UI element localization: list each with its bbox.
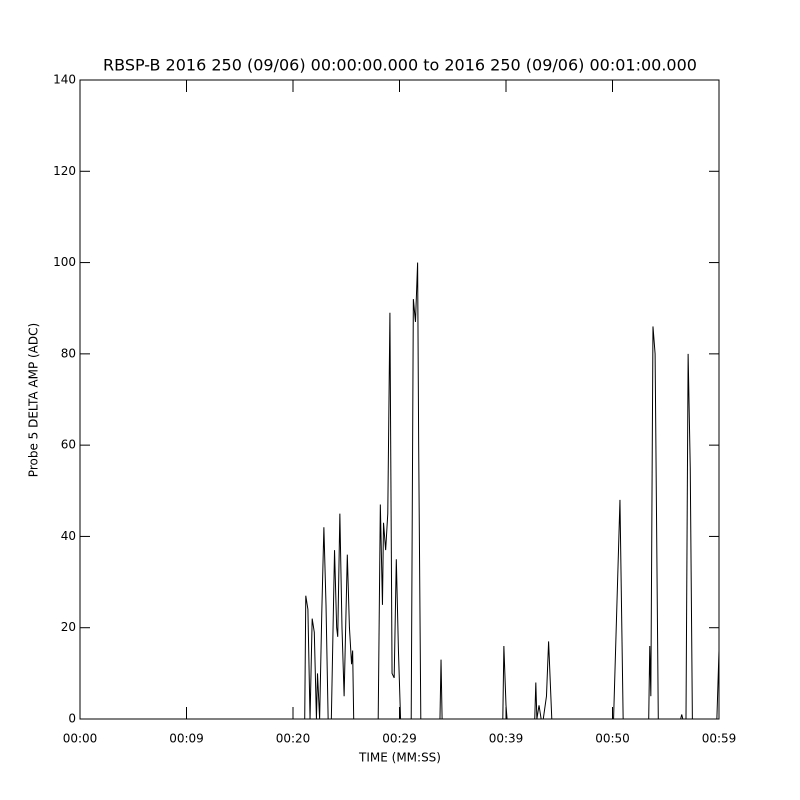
y-axis-label: Probe 5 DELTA AMP (ADC) — [27, 323, 41, 477]
x-tick-label: 00:29 — [382, 732, 417, 746]
x-tick-label: 00:59 — [702, 732, 737, 746]
plot-frame — [79, 79, 720, 720]
y-tick-label: 20 — [61, 620, 76, 634]
x-tick-label: 00:20 — [276, 732, 311, 746]
y-tick-label: 140 — [53, 73, 76, 87]
y-tick-label: 60 — [61, 438, 76, 452]
y-tick-label: 80 — [61, 346, 76, 360]
x-tick-label: 00:09 — [169, 732, 204, 746]
data-line — [80, 262, 720, 720]
x-tick-label: 00:00 — [63, 732, 98, 746]
chart-title: RBSP-B 2016 250 (09/06) 00:00:00.000 to … — [103, 56, 697, 75]
y-tick-label: 0 — [68, 712, 76, 726]
x-tick-label: 00:50 — [595, 732, 630, 746]
y-tick-label: 100 — [53, 255, 76, 269]
y-tick-label: 120 — [53, 164, 76, 178]
x-tick-label: 00:39 — [489, 732, 524, 746]
x-axis-label: TIME (MM:SS) — [358, 751, 441, 765]
y-tick-label: 40 — [61, 529, 76, 543]
